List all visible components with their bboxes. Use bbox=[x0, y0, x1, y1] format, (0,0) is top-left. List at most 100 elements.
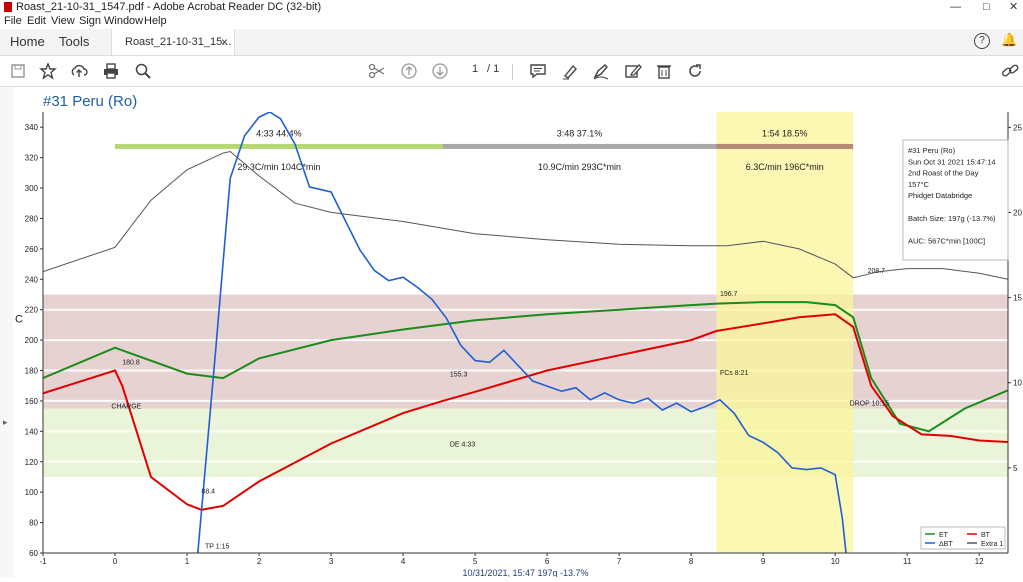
pdf-page: 4:33 44.4% 29.3C/min 104C*min 3:48 37.1% 10… bbox=[13, 87, 1023, 578]
page-total: / 1 bbox=[487, 63, 500, 75]
legend-label: BT bbox=[981, 532, 991, 539]
y-tick-label: 280 bbox=[25, 214, 39, 223]
menu-window[interactable]: Window bbox=[104, 15, 144, 27]
event-annotation: 196.7 bbox=[720, 291, 738, 298]
y-tick-label: 300 bbox=[25, 184, 39, 193]
y2-tick-label: 10 bbox=[1013, 379, 1022, 388]
y-tick-label: 260 bbox=[25, 245, 39, 254]
info-box-line: 2nd Roast of the Day bbox=[908, 169, 979, 178]
x-axis-label: 10/31/2021, 15:47 197g -13.7% bbox=[462, 568, 588, 577]
y-tick-label: 60 bbox=[29, 549, 38, 558]
phase-label: 4:33 44.4% bbox=[256, 128, 302, 138]
x-tick-label: 0 bbox=[113, 557, 118, 566]
edit-form-icon[interactable] bbox=[624, 62, 642, 80]
phase-rate-label: 29.3C/min 104C*min bbox=[237, 162, 320, 172]
y-tick-label: 220 bbox=[25, 306, 39, 315]
x-tick-label: 3 bbox=[329, 557, 334, 566]
y-tick-label: 120 bbox=[25, 458, 39, 467]
tab-tools[interactable]: Tools bbox=[59, 34, 90, 49]
phase-bar bbox=[716, 143, 854, 149]
event-annotation: 88.4 bbox=[201, 489, 215, 496]
info-box-line: 157°C bbox=[908, 180, 930, 189]
print-icon[interactable] bbox=[102, 62, 120, 80]
menu-help[interactable]: Help bbox=[144, 15, 167, 27]
menu-edit[interactable]: Edit bbox=[27, 15, 46, 27]
y2-tick-label: 5 bbox=[1013, 464, 1018, 473]
x-tick-label: 1 bbox=[185, 557, 190, 566]
event-annotation: DE 4:33 bbox=[450, 442, 475, 449]
event-annotation: CHARGE bbox=[111, 404, 141, 411]
y-tick-label: 80 bbox=[29, 519, 38, 528]
event-annotation: 155.3 bbox=[450, 372, 468, 379]
scissors-icon[interactable] bbox=[368, 62, 386, 80]
tab-close-icon[interactable]: × bbox=[220, 35, 228, 49]
y-tick-label: 100 bbox=[25, 488, 39, 497]
tab-document[interactable]: Roast_21-10-31_15... × bbox=[111, 29, 235, 55]
y-tick-label: 140 bbox=[25, 427, 39, 436]
tab-document-label: Roast_21-10-31_15... bbox=[125, 36, 232, 48]
background-band bbox=[43, 408, 1008, 477]
menu-file[interactable]: File bbox=[4, 15, 22, 27]
comment-icon[interactable] bbox=[529, 62, 547, 80]
chart-legend bbox=[920, 526, 1006, 550]
y-tick-label: 200 bbox=[25, 336, 39, 345]
series-line-et bbox=[43, 301, 1008, 433]
info-box-line: #31 Peru (Ro) bbox=[908, 146, 956, 155]
x-tick-label: 8 bbox=[689, 557, 694, 566]
help-icon[interactable]: ? bbox=[974, 33, 990, 49]
y-tick-label: 160 bbox=[25, 397, 39, 406]
notification-bell-icon[interactable]: 🔔 bbox=[1001, 32, 1018, 47]
x-tick-label: 5 bbox=[473, 557, 478, 566]
series-line--bt bbox=[197, 112, 847, 553]
info-box-line: Batch Size: 197g (-13.7%) bbox=[908, 214, 996, 223]
y-axis-label: C bbox=[15, 314, 23, 326]
phase-bar bbox=[442, 143, 717, 149]
phase-label: 1:54 18.5% bbox=[762, 128, 808, 138]
page-up-icon[interactable] bbox=[400, 62, 418, 80]
roast-highlight-band bbox=[716, 112, 854, 553]
y-tick-label: 180 bbox=[25, 367, 39, 376]
info-box-line: Sun Oct 31 2021 15:47:14 bbox=[908, 157, 996, 166]
pdf-file-icon bbox=[4, 2, 12, 12]
event-annotation: FCs 8:21 bbox=[720, 370, 749, 377]
x-tick-label: 9 bbox=[761, 557, 766, 566]
roast-info-box bbox=[902, 139, 1009, 261]
highlight-pen-icon[interactable] bbox=[561, 62, 579, 80]
delete-icon[interactable] bbox=[655, 62, 673, 80]
toolbar-divider bbox=[512, 64, 513, 80]
x-tick-label: 10 bbox=[831, 557, 840, 566]
event-annotation: DROP 10:15 bbox=[850, 400, 890, 407]
maximize-button[interactable]: □ bbox=[983, 1, 990, 13]
tab-home[interactable]: Home bbox=[10, 34, 45, 49]
page-number-input[interactable]: 1 bbox=[472, 63, 479, 75]
minimize-button[interactable]: — bbox=[950, 1, 961, 13]
y-tick-label: 340 bbox=[25, 123, 39, 132]
upload-cloud-icon[interactable] bbox=[70, 62, 88, 80]
toolbar: 1 / 1 bbox=[0, 56, 1023, 87]
zoom-search-icon[interactable] bbox=[134, 62, 152, 80]
save-icon[interactable] bbox=[9, 62, 27, 80]
page-down-icon[interactable] bbox=[431, 62, 449, 80]
x-tick-label: 11 bbox=[903, 557, 912, 566]
legend-label: ET bbox=[939, 532, 949, 539]
event-annotation: 180.8 bbox=[122, 359, 140, 366]
link-icon[interactable] bbox=[1001, 62, 1019, 80]
rotate-icon[interactable] bbox=[686, 62, 704, 80]
window-title-bar: Roast_21-10-31_1547.pdf - Adobe Acrobat … bbox=[0, 0, 1023, 14]
phase-label: 3:48 37.1% bbox=[557, 128, 603, 138]
x-tick-label: -1 bbox=[39, 557, 47, 566]
x-tick-label: 12 bbox=[975, 557, 984, 566]
x-tick-label: 4 bbox=[401, 557, 406, 566]
side-panel-expand-icon[interactable]: ▸ bbox=[3, 417, 8, 427]
close-button[interactable]: ✕ bbox=[1009, 1, 1019, 13]
event-annotation: 208.7 bbox=[868, 268, 886, 275]
series-line-extra-1 bbox=[43, 150, 1008, 280]
phase-bar bbox=[115, 143, 443, 149]
sign-icon[interactable] bbox=[592, 62, 610, 80]
menu-view[interactable]: View bbox=[51, 15, 75, 27]
phase-rate-label: 6.3C/min 196C*min bbox=[746, 162, 824, 172]
menu-sign[interactable]: Sign bbox=[79, 15, 102, 27]
x-tick-label: 7 bbox=[617, 557, 622, 566]
y2-tick-label: 20 bbox=[1013, 208, 1022, 217]
bookmark-star-icon[interactable] bbox=[39, 62, 57, 80]
